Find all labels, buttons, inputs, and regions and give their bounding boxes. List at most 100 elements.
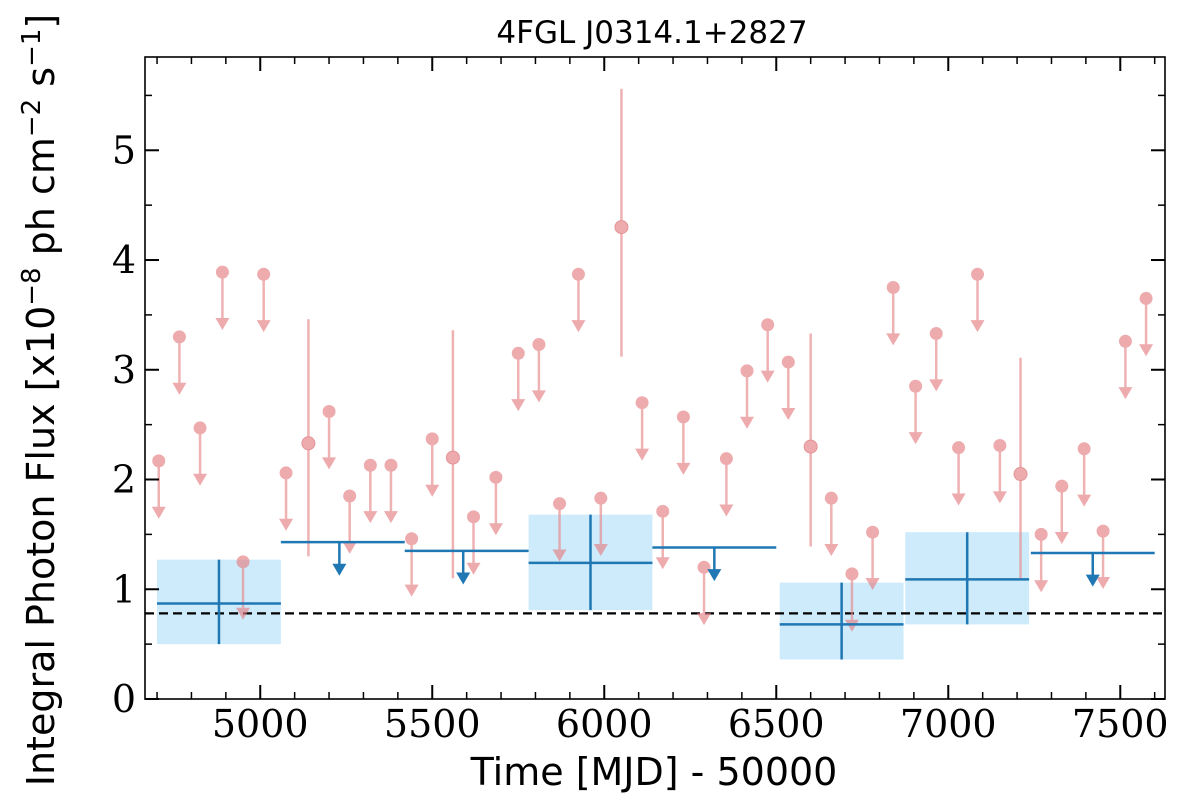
upper-limit-arrowhead: [552, 549, 567, 562]
upper-limit-marker: [1096, 524, 1110, 538]
monthly-upper-limit: [383, 458, 398, 524]
upper-limit-arrowhead: [151, 506, 166, 519]
x-tick-label: 6500: [728, 702, 825, 746]
monthly-upper-limit: [740, 364, 755, 429]
detection-marker: [445, 450, 460, 465]
upper-limit-marker: [279, 466, 293, 480]
upper-limit-arrowhead: [951, 493, 966, 506]
upper-limit-marker: [909, 379, 923, 393]
upper-limit-arrowhead: [844, 619, 859, 632]
upper-limit-arrowhead: [1096, 576, 1111, 589]
upper-limit-arrowhead: [466, 562, 481, 575]
detection-marker: [301, 436, 316, 451]
upper-limit-marker: [676, 410, 690, 424]
upper-limit-arrowhead: [1139, 344, 1154, 357]
upper-limit-arrowhead: [383, 511, 398, 524]
upper-limit-marker: [532, 338, 546, 352]
monthly-upper-limit: [655, 504, 670, 570]
upper-limit-marker: [215, 265, 229, 279]
tick-labels: 5000 5500 6000 6500 7000 7500 0 1 2 3 4 5: [112, 128, 1169, 746]
upper-limit-arrowhead: [322, 457, 337, 470]
upper-limit-arrowhead: [760, 370, 775, 383]
upper-limit-arrowhead: [970, 320, 985, 333]
monthly-upper-limit: [719, 452, 734, 517]
upper-limit-arrowhead: [215, 317, 230, 330]
x-tick-label: 7500: [1072, 702, 1169, 746]
plot-border: [144, 56, 1166, 700]
monthly-upper-limit: [363, 458, 378, 524]
upper-limit-marker: [172, 330, 186, 344]
upper-limit-marker: [1034, 527, 1048, 541]
monthly-upper-limit: [760, 318, 775, 383]
monthly-upper-limit: [676, 410, 691, 475]
upper-limit-marker: [886, 280, 900, 294]
upper-limit-marker: [719, 452, 733, 466]
y-label-mid-2: s: [19, 67, 63, 99]
upper-limit-marker: [152, 454, 166, 468]
upper-limit-marker: [571, 267, 585, 281]
x-axis-label: Time [MJD] - 50000: [470, 750, 838, 794]
y-tick-label: 0: [112, 677, 136, 721]
yearly-limit-arrowhead: [456, 572, 471, 585]
upper-limit-marker: [236, 555, 250, 569]
upper-limit-arrowhead: [655, 557, 670, 570]
monthly-upper-limit: [322, 404, 337, 470]
monthly-upper-limit: [193, 421, 208, 486]
upper-limit-arrowhead: [740, 416, 755, 429]
y-axis-label: Integral Photon Flux [x10−8 ph cm−2 s−1]: [17, 14, 63, 787]
monthly-upper-limit: [531, 338, 546, 403]
upper-limit-marker: [952, 441, 966, 455]
monthly-upper-limit: [886, 280, 901, 346]
upper-limit-arrowhead: [865, 578, 880, 591]
upper-limit-arrowhead: [908, 432, 923, 445]
y-tick-label: 4: [112, 238, 136, 282]
upper-limit-arrowhead: [404, 584, 419, 597]
monthly-upper-limit: [256, 267, 271, 333]
upper-limit-marker: [635, 396, 649, 410]
upper-limit-marker: [761, 318, 775, 332]
y-label-exp-2: −2: [17, 99, 47, 137]
monthly-detection: [301, 319, 316, 557]
y-tick-label: 2: [112, 458, 136, 502]
monthly-upper-limit: [404, 532, 419, 597]
monthly-upper-limit: [1118, 334, 1133, 400]
monthly-upper-limit: [215, 265, 230, 330]
monthly-upper-limit: [844, 567, 859, 632]
upper-limit-arrowhead: [1034, 580, 1049, 593]
upper-limit-arrowhead: [824, 544, 839, 557]
tick-marks: [145, 57, 1165, 700]
monthly-upper-limit: [970, 267, 985, 333]
x-tick-label: 6000: [556, 702, 653, 746]
upper-limit-arrowhead: [425, 484, 440, 497]
upper-limit-arrowhead: [697, 613, 712, 626]
yearly-error-bands: [157, 514, 1030, 660]
upper-limit-arrowhead: [342, 541, 357, 554]
monthly-upper-limit: [236, 555, 251, 620]
upper-limit-arrowhead: [635, 448, 650, 461]
monthly-detection: [803, 333, 818, 547]
upper-limit-arrowhead: [571, 320, 586, 333]
upper-limit-marker: [697, 560, 711, 574]
upper-limit-arrowhead: [279, 518, 294, 531]
upper-limit-marker: [384, 458, 398, 472]
upper-limit-arrowhead: [886, 333, 901, 346]
upper-limit-arrowhead: [1054, 531, 1069, 544]
monthly-upper-limit: [425, 432, 440, 497]
y-tick-label: 1: [112, 567, 136, 611]
monthly-upper-limit: [992, 438, 1007, 504]
upper-limit-arrowhead: [1118, 387, 1133, 400]
y-label-exp-1: −8: [17, 267, 47, 305]
chart-title: 4FGL J0314.1+2827: [496, 15, 807, 51]
monthly-upper-limit: [951, 441, 966, 506]
upper-limit-marker: [553, 497, 567, 511]
yearly-series: [157, 514, 1155, 660]
upper-limit-arrowhead: [236, 607, 251, 620]
monthly-upper-limit: [279, 466, 294, 531]
upper-limit-marker: [993, 438, 1007, 452]
upper-limit-marker: [824, 491, 838, 505]
upper-limit-marker: [1077, 442, 1091, 456]
monthly-upper-limit: [1054, 479, 1069, 544]
y-tick-label: 3: [112, 348, 136, 392]
upper-limit-arrowhead: [593, 544, 608, 557]
upper-limit-marker: [405, 532, 419, 546]
